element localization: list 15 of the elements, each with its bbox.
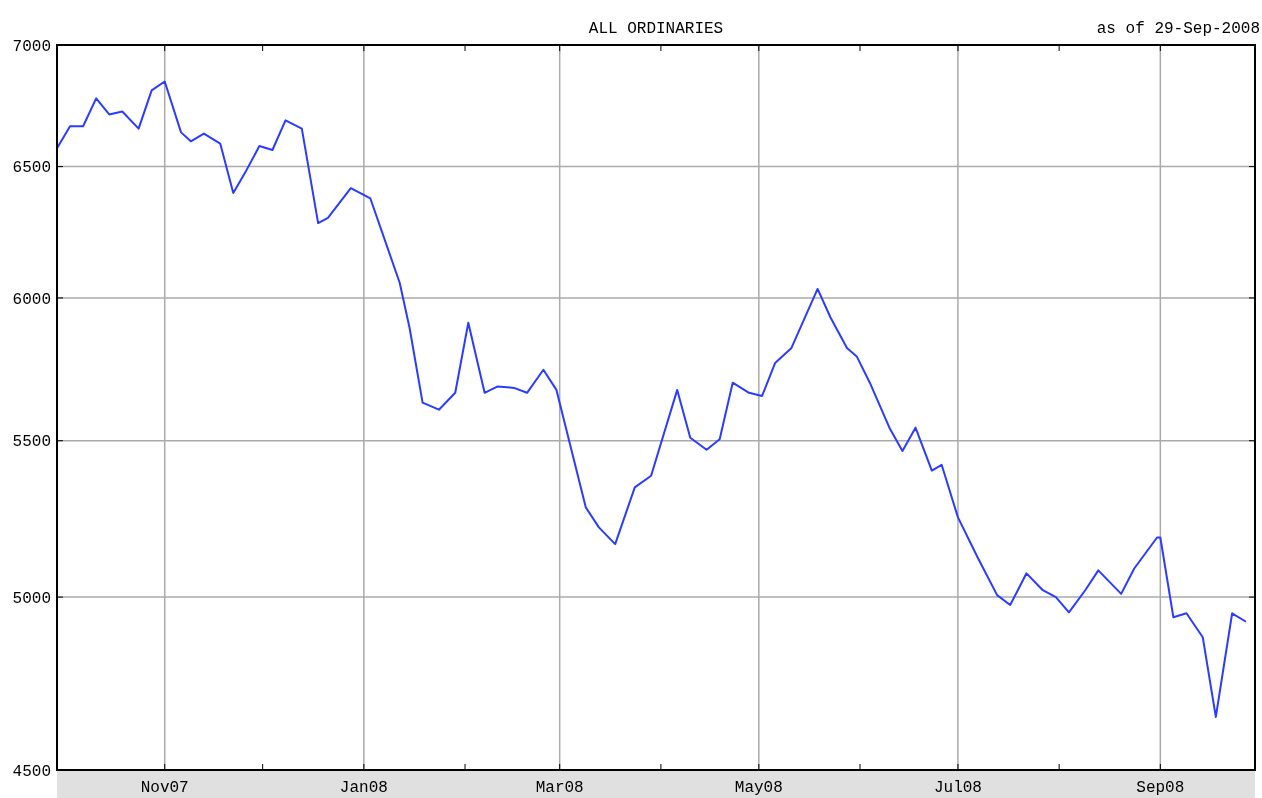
line-series (56, 80, 1247, 718)
y-tick-label: 5500 (12, 433, 51, 452)
y-tick-label: 6500 (12, 159, 51, 178)
y-tick-label: 7000 (12, 37, 51, 56)
x-tick-label: Mar08 (535, 779, 584, 797)
x-tick-label: May08 (734, 779, 783, 797)
x-tick-label: Nov07 (140, 779, 189, 797)
y-tick-label: 6000 (12, 290, 51, 309)
y-tick-label: 5000 (12, 589, 51, 608)
x-tick-label: Jan08 (339, 779, 388, 797)
x-tick-label: Sep08 (1136, 779, 1185, 797)
chart-title: ALL ORDINARIES (588, 20, 724, 38)
x-tick-label: Jul08 (933, 779, 982, 797)
y-tick-label: 4500 (12, 762, 51, 781)
text: as of 29-Sep-2008 (1096, 20, 1260, 38)
